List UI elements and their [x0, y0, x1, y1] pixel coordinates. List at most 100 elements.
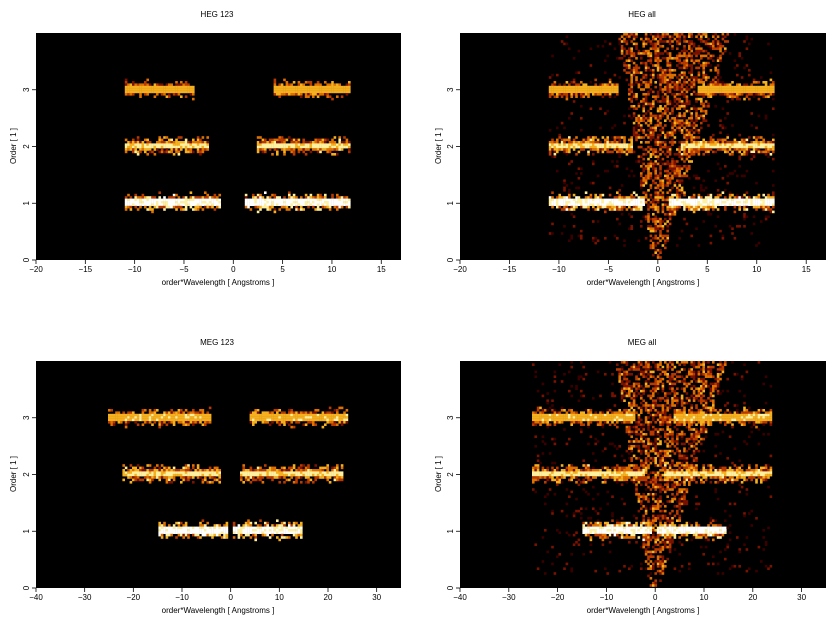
heatmap-cell: [278, 421, 281, 424]
heatmap-cell: [692, 45, 696, 48]
heatmap-cell: [688, 136, 691, 139]
heatmap-cell: [336, 88, 339, 91]
heatmap-cell: [184, 85, 188, 89]
heatmap-cell: [724, 117, 727, 120]
heatmap-cell: [654, 237, 657, 240]
heatmap-cell: [755, 126, 758, 130]
heatmap-cell: [175, 148, 178, 151]
heatmap-cell: [548, 90, 552, 94]
heatmap-cell: [256, 413, 260, 417]
heatmap-cell: [659, 133, 662, 137]
heatmap-cell: [273, 83, 277, 86]
heatmap-cell: [666, 229, 669, 233]
heatmap-cell: [666, 83, 669, 86]
heatmap-cell: [273, 524, 277, 527]
heatmap-cell: [654, 205, 657, 209]
heatmap-cell: [326, 138, 329, 142]
heatmap-cell: [165, 529, 169, 532]
heatmap-cell: [726, 95, 729, 98]
heatmap-cell: [240, 526, 243, 530]
heatmap-cell: [688, 155, 691, 158]
heatmap-cell: [132, 150, 135, 154]
heatmap-cell: [659, 100, 662, 103]
heatmap-cell: [644, 100, 648, 103]
heatmap-cell: [345, 85, 349, 89]
heatmap-cell: [690, 201, 693, 204]
heatmap-cell: [731, 141, 734, 144]
heatmap-cell: [580, 172, 583, 175]
heatmap-cell: [654, 117, 657, 120]
heatmap-cell: [731, 203, 734, 206]
heatmap-cell: [632, 208, 636, 211]
heatmap-cell: [683, 117, 686, 120]
heatmap-cell: [184, 531, 188, 534]
heatmap-cell: [172, 198, 176, 202]
heatmap-cell: [170, 205, 173, 209]
heatmap-cell: [288, 526, 291, 530]
heatmap-cell: [558, 143, 561, 146]
heatmap-cell: [640, 145, 643, 149]
heatmap-cell: [697, 131, 701, 134]
heatmap-cell: [690, 196, 693, 199]
heatmap-cell: [644, 177, 648, 180]
heatmap-cell: [599, 141, 602, 144]
heatmap-cell: [153, 205, 157, 209]
heatmap-cell: [647, 83, 650, 86]
heatmap-cell: [348, 85, 351, 89]
heatmap-cell: [750, 90, 753, 94]
heatmap-cell: [331, 411, 334, 414]
heatmap-cell: [160, 526, 164, 530]
heatmap-cell: [259, 519, 262, 522]
heatmap-cell: [180, 473, 183, 477]
heatmap-cell: [211, 469, 214, 472]
heatmap-cell: [690, 85, 693, 89]
heatmap-cell: [319, 148, 322, 151]
heatmap-cell: [216, 526, 219, 530]
heatmap-cell: [187, 201, 190, 204]
heatmap-cell: [690, 81, 693, 84]
heatmap-cell: [659, 59, 662, 62]
heatmap-cell: [201, 473, 205, 477]
heatmap-cell: [141, 193, 145, 197]
heatmap-cell: [697, 193, 701, 197]
heatmap-cell: [716, 85, 720, 89]
heatmap-cell: [654, 64, 657, 67]
heatmap-cell: [656, 61, 660, 65]
heatmap-cell: [242, 481, 245, 484]
heatmap-cell: [180, 85, 183, 89]
heatmap-cell: [755, 198, 758, 202]
heatmap-cell: [738, 93, 741, 96]
heatmap-cell: [300, 481, 303, 484]
heatmap-cell: [721, 143, 725, 146]
heatmap-cell: [772, 85, 775, 89]
heatmap-cell: [307, 473, 310, 477]
heatmap-cell: [731, 193, 734, 197]
heatmap-cell: [632, 107, 636, 110]
heatmap-cell: [692, 138, 696, 142]
heatmap-cell: [628, 57, 631, 60]
heatmap-cell: [558, 196, 561, 199]
heatmap-cell: [558, 133, 561, 137]
heatmap-cell: [307, 81, 310, 84]
heatmap-cell: [726, 93, 729, 96]
heatmap-cell: [678, 73, 681, 77]
heatmap-cell: [604, 208, 607, 211]
heatmap-cell: [199, 145, 202, 149]
heatmap-cell: [692, 208, 696, 211]
heatmap-cell: [180, 409, 183, 412]
heatmap-cell: [704, 40, 708, 43]
heatmap-cell: [283, 421, 286, 424]
heatmap-cell: [300, 88, 303, 91]
heatmap-cell: [700, 201, 703, 204]
heatmap-cell: [671, 143, 674, 146]
heatmap-cell: [297, 138, 301, 142]
heatmap-cell: [575, 136, 578, 139]
heatmap-cell: [733, 148, 737, 151]
heatmap-cell: [769, 141, 773, 144]
heatmap-cell: [302, 198, 305, 202]
heatmap-cell: [156, 473, 159, 477]
heatmap-cell: [613, 203, 617, 206]
heatmap-cell: [656, 54, 660, 58]
heatmap-cell: [153, 203, 157, 206]
heatmap-cell: [630, 90, 633, 94]
